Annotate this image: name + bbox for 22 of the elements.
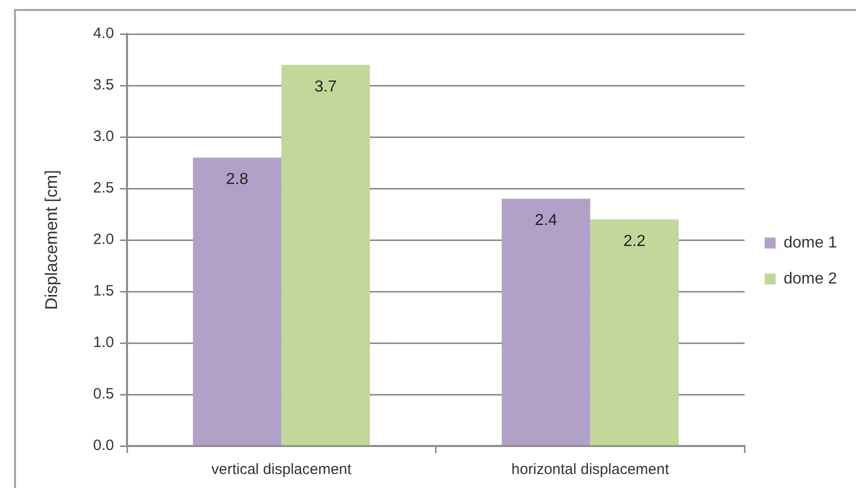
data-label: 3.7: [314, 78, 337, 96]
x-tick-label: vertical displacement: [211, 461, 352, 478]
y-tick-label: 4.0: [93, 25, 114, 42]
y-tick-label: 1.5: [93, 282, 114, 300]
data-label: 2.4: [534, 212, 558, 230]
y-axis-title: Displacement [cm]: [42, 170, 61, 310]
bar: [590, 219, 679, 446]
data-label: 2.2: [623, 232, 646, 250]
y-tick-label: 0.5: [93, 386, 114, 403]
y-tick-label: 2.5: [93, 180, 114, 197]
legend-label: dome 1: [784, 234, 838, 252]
x-tick-label: horizontal displacement: [511, 461, 670, 478]
y-tick-label: 0.0: [93, 437, 114, 454]
data-label: 2.8: [226, 171, 248, 188]
bar: [192, 158, 282, 446]
legend-label: dome 2: [784, 270, 838, 288]
bar: [502, 198, 590, 446]
y-tick-label: 3.0: [93, 128, 114, 146]
y-tick-label: 3.5: [93, 76, 114, 94]
bar: [281, 64, 370, 446]
y-tick-label: 2.0: [93, 231, 114, 248]
y-tick-label: 1.0: [93, 334, 114, 352]
